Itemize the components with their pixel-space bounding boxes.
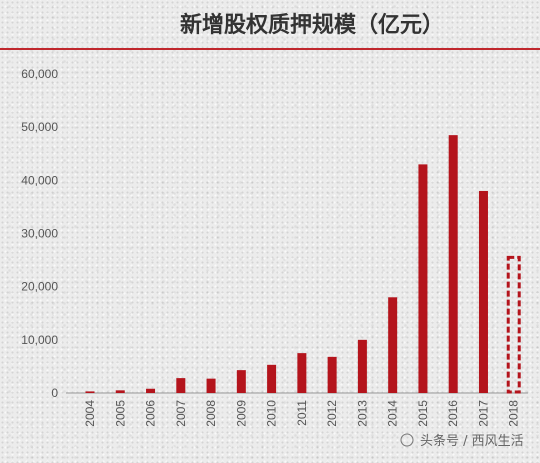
x-axis: 2004 2005 2006 2007 2008 2009 2010 2011 2012 2013… <box>83 400 521 427</box>
x-tick-label: 2016 <box>446 400 460 427</box>
x-tick-label: 2012 <box>325 400 339 427</box>
x-tick-label: 2004 <box>83 400 97 427</box>
bar-2004 <box>85 391 95 393</box>
bar-2007 <box>176 378 186 393</box>
x-tick-label: 2018 <box>507 400 521 427</box>
watermark: 头条号 / 西风生活 <box>400 433 524 449</box>
x-tick-label: 2007 <box>174 400 188 427</box>
bar-2017 <box>478 190 488 393</box>
x-tick-label: 2010 <box>265 400 279 427</box>
bar-2006 <box>146 388 156 393</box>
x-tick-label: 2014 <box>386 400 400 427</box>
watermark-logo-icon <box>400 433 414 447</box>
y-tick-label: 10,000 <box>21 333 58 347</box>
y-tick-label: 60,000 <box>21 67 58 81</box>
bar-2015 <box>418 164 428 393</box>
y-tick-label: 20,000 <box>21 280 58 294</box>
y-tick-label: 0 <box>51 386 58 400</box>
x-tick-label: 2005 <box>113 400 127 427</box>
bar-2005 <box>115 390 125 393</box>
bars <box>85 135 521 394</box>
chart-title: 新增股权质押规模（亿元） <box>180 12 444 38</box>
x-tick-label: 2011 <box>295 400 309 426</box>
bar-2010 <box>267 364 277 393</box>
bar-2014 <box>388 297 398 393</box>
bar-2008 <box>206 378 216 393</box>
x-tick-label: 2008 <box>204 400 218 427</box>
bar-2013 <box>357 339 367 393</box>
bar-2016 <box>448 135 458 393</box>
x-tick-label: 2009 <box>234 400 248 427</box>
bar-2011 <box>297 353 307 393</box>
x-tick-label: 2006 <box>144 400 158 427</box>
y-tick-label: 50,000 <box>21 120 58 134</box>
bar-2018 <box>506 255 521 394</box>
x-tick-label: 2013 <box>355 400 369 427</box>
x-tick-label: 2017 <box>476 400 490 427</box>
x-tick-label: 2015 <box>416 400 430 427</box>
y-tick-label: 40,000 <box>21 173 58 187</box>
y-tick-label: 30,000 <box>21 227 58 241</box>
bar-2009 <box>236 370 246 393</box>
watermark-text: 头条号 / 西风生活 <box>420 433 524 449</box>
bar-2012 <box>327 356 337 393</box>
y-axis: 0 10,000 20,000 30,000 40,000 50,000 60,000 <box>21 67 528 400</box>
